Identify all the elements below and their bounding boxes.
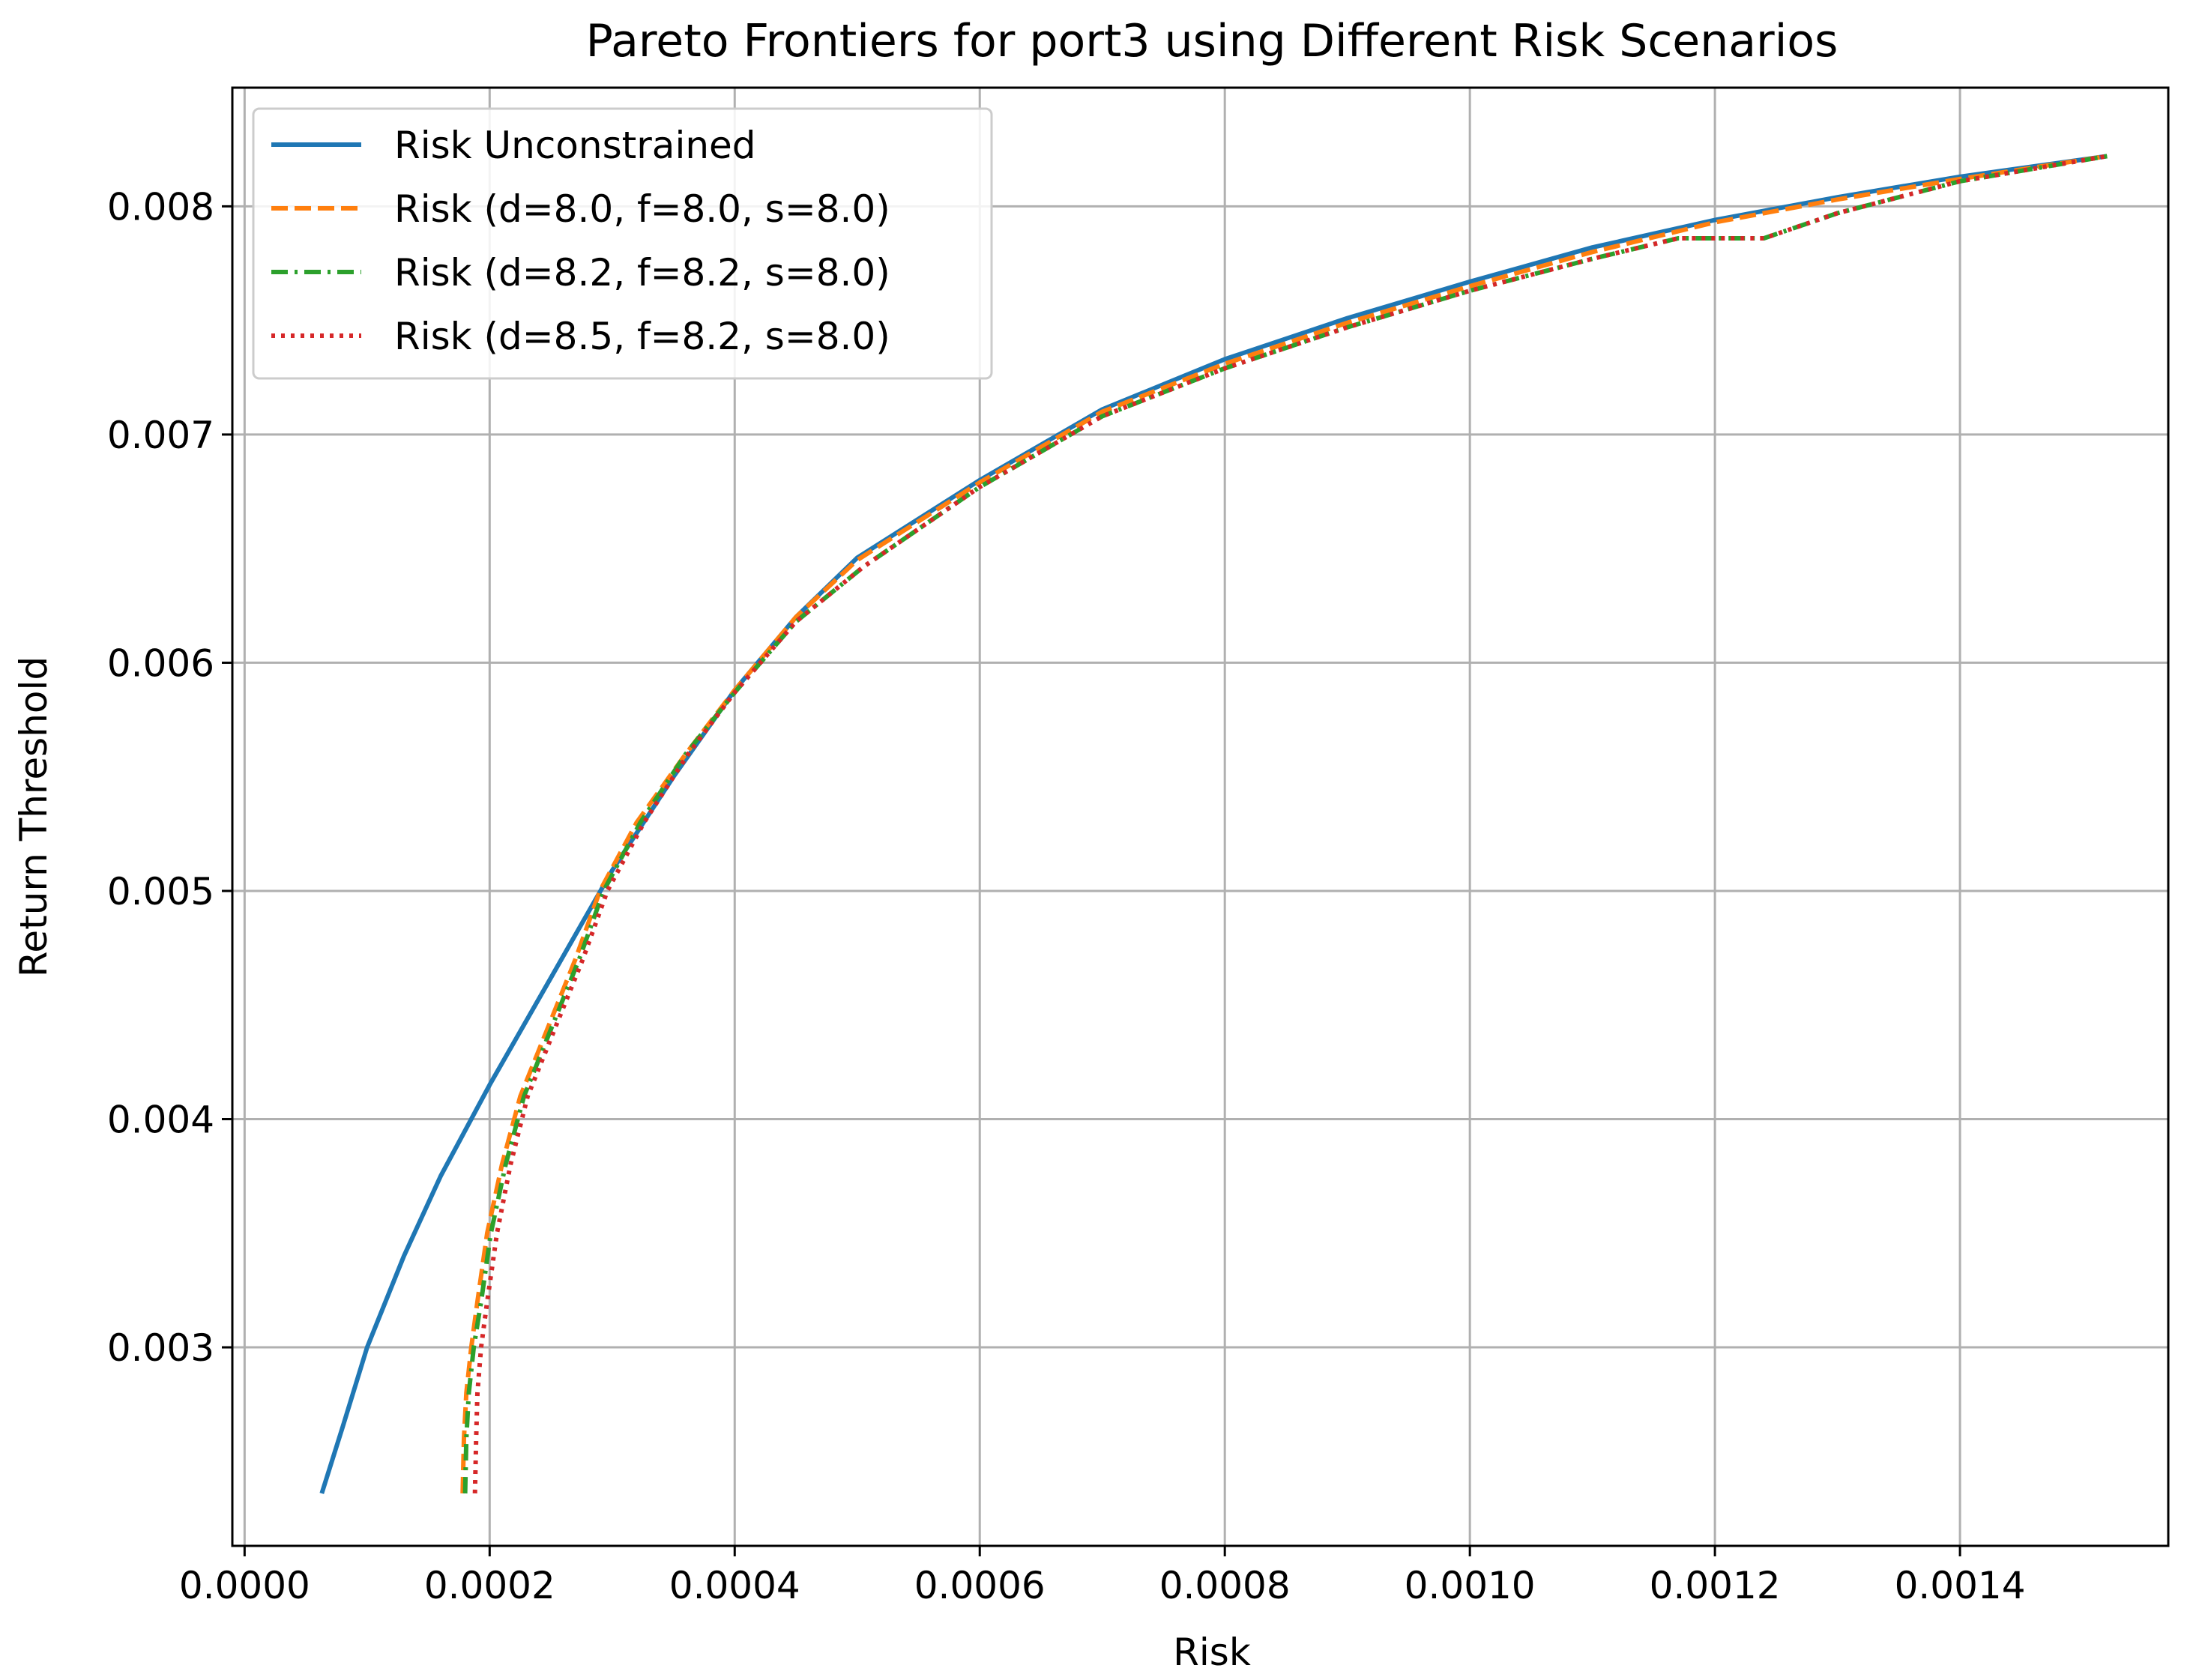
legend-label-3: Risk (d=8.2, f=8.2, s=8.0) [394,251,890,294]
series-lines [319,154,2108,1494]
legend: Risk Unconstrained Risk (d=8.0, f=8.0, s=… [252,107,993,380]
x-tick-label: 0.0008 [1159,1564,1291,1607]
x-axis-label: Risk [1173,1631,1251,1674]
series-line-4 [472,154,2108,1494]
series-line-2 [460,154,2108,1494]
y-axis-label: Return Threshold [12,656,55,977]
plot-frame [231,86,2170,1547]
legend-label-2: Risk (d=8.0, f=8.0, s=8.0) [394,187,890,231]
y-tick-label: 0.004 [107,1099,214,1142]
legend-label-1: Risk Unconstrained [394,124,756,167]
x-tick-label: 0.0000 [179,1564,310,1607]
y-tick-label: 0.003 [107,1326,214,1370]
x-tick-label: 0.0010 [1405,1564,1536,1607]
x-tick-label: 0.0014 [1895,1564,2026,1607]
chart-title: Pareto Frontiers for port3 using Differe… [586,15,1838,67]
axis-ticks: 0.0000 0.0002 0.0004 0.0006 0.0008 0.0010 0.00… [107,185,2026,1607]
legend-box [252,107,993,380]
x-tick-label: 0.0006 [914,1564,1046,1607]
y-tick-label: 0.008 [107,185,214,229]
y-tick-label: 0.005 [107,870,214,913]
x-tick-label: 0.0012 [1650,1564,1781,1607]
y-tick-label: 0.007 [107,414,214,457]
legend-label-4: Risk (d=8.5, f=8.2, s=8.0) [394,315,890,358]
y-tick-label: 0.006 [107,641,214,685]
x-tick-label: 0.0002 [424,1564,555,1607]
x-tick-label: 0.0004 [669,1564,800,1607]
